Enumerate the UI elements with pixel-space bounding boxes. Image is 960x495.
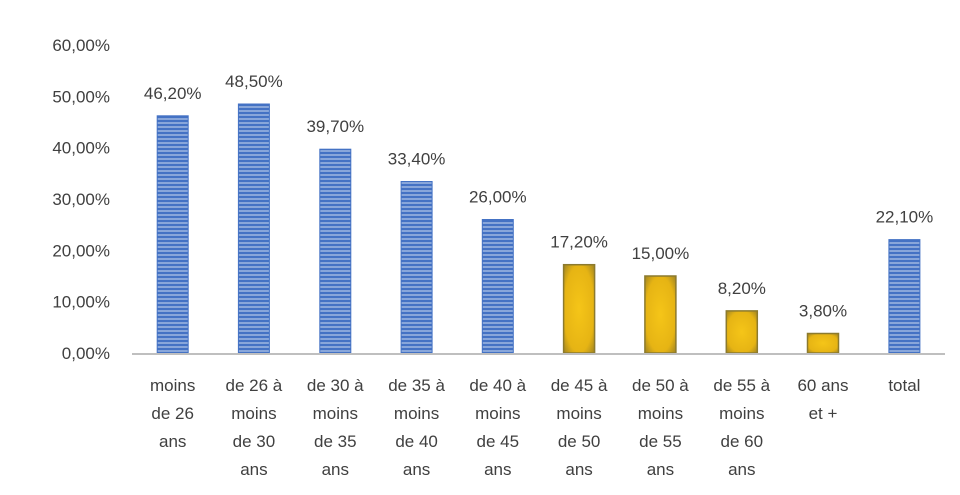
x-category-line: de 50 [558, 432, 601, 451]
x-category-line: moins [394, 404, 439, 423]
data-label: 17,20% [550, 233, 608, 252]
y-tick-label: 10,00% [52, 293, 110, 312]
bar [562, 263, 596, 354]
bar [237, 103, 270, 354]
data-label: 26,00% [469, 188, 527, 207]
x-category-line: moins [556, 404, 601, 423]
x-category-line: de 26 [151, 404, 194, 423]
x-category-line: moins [475, 404, 520, 423]
data-label: 8,20% [718, 279, 766, 298]
x-category-label: total [888, 376, 920, 395]
x-category-label: moins de 26 ans [150, 376, 195, 451]
x-category-label: de 50 à moins de 55 ans [632, 376, 689, 479]
x-category-line: moins [150, 376, 195, 395]
x-category-line: de 55 à [713, 376, 770, 395]
x-category-line: moins [231, 404, 276, 423]
x-category-line: ans [728, 460, 755, 479]
x-category-line: 60 ans [797, 376, 848, 395]
bars: 46,20% 48,50% 39,70% 33,40% 26,00% 17,20% 15,0… [144, 72, 934, 354]
x-category-line: moins [719, 404, 764, 423]
x-category-label: 60 ans et + [797, 376, 848, 423]
x-category-line: ans [484, 460, 511, 479]
x-category-line: de 60 [721, 432, 764, 451]
data-label: 48,50% [225, 72, 283, 91]
x-category-line: de 40 à [469, 376, 526, 395]
y-tick-label: 40,00% [52, 139, 110, 158]
x-category-line: de 50 à [632, 376, 689, 395]
x-category-line: et + [809, 404, 838, 423]
y-tick-label: 30,00% [52, 190, 110, 209]
x-category-line: de 40 [395, 432, 438, 451]
bar [888, 239, 921, 354]
data-label: 46,20% [144, 84, 202, 103]
bar [806, 332, 840, 354]
x-category-line: de 45 à [551, 376, 608, 395]
data-label: 33,40% [388, 150, 446, 169]
y-tick-label: 0,00% [62, 344, 110, 363]
bar [725, 310, 759, 354]
bar [156, 115, 189, 354]
bar [400, 181, 433, 354]
x-category-line: de 35 [314, 432, 357, 451]
x-category-line: ans [322, 460, 349, 479]
data-label: 39,70% [306, 117, 364, 136]
x-category-line: ans [565, 460, 592, 479]
y-tick-label: 20,00% [52, 241, 110, 260]
x-category-label: de 35 à moins de 40 ans [388, 376, 445, 479]
y-axis: 0,00% 10,00% 20,00% 30,00% 40,00% 50,00% 60,00… [52, 36, 110, 363]
data-label: 22,10% [876, 208, 934, 227]
x-category-label: de 26 à moins de 30 ans [226, 376, 283, 479]
x-category-line: ans [240, 460, 267, 479]
x-category-line: total [888, 376, 920, 395]
bar [319, 148, 352, 354]
x-category-line: moins [313, 404, 358, 423]
x-category-line: de 30 [233, 432, 276, 451]
y-tick-label: 50,00% [52, 87, 110, 106]
data-label: 15,00% [632, 244, 690, 263]
x-category-line: ans [159, 432, 186, 451]
data-label: 3,80% [799, 302, 847, 321]
bar [481, 219, 514, 354]
x-category-line: de 26 à [226, 376, 283, 395]
x-category-line: de 30 à [307, 376, 364, 395]
x-category-line: de 45 [477, 432, 520, 451]
x-category-line: de 35 à [388, 376, 445, 395]
x-category-line: de 55 [639, 432, 682, 451]
x-category-label: de 55 à moins de 60 ans [713, 376, 770, 479]
x-category-line: ans [403, 460, 430, 479]
x-category-label: de 40 à moins de 45 ans [469, 376, 526, 479]
x-category-label: de 45 à moins de 50 ans [551, 376, 608, 479]
bar [644, 275, 677, 354]
y-tick-label: 60,00% [52, 36, 110, 55]
x-category-line: ans [647, 460, 674, 479]
x-category-label: de 30 à moins de 35 ans [307, 376, 364, 479]
x-category-line: moins [638, 404, 683, 423]
